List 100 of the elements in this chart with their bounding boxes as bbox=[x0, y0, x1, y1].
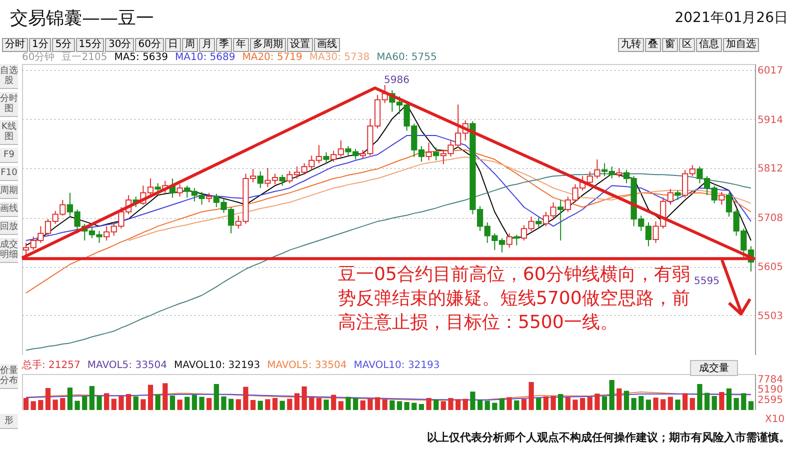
text: MAVOL5: 33504 bbox=[267, 360, 347, 371]
text: 区 bbox=[679, 38, 695, 52]
bar bbox=[609, 380, 614, 410]
text: 5分 bbox=[52, 38, 75, 52]
candlestick bbox=[154, 182, 161, 196]
annotation: 豆一05合约目前高位，60分钟线横向，有弱势反弹结束的嫌疑。短线5700做空思路，前高注意止损，目标位：5500一线。 bbox=[338, 263, 690, 335]
bar bbox=[543, 396, 548, 410]
bar bbox=[550, 396, 556, 410]
bar bbox=[748, 401, 754, 410]
bar bbox=[726, 388, 732, 410]
text: F9 bbox=[0, 148, 18, 163]
chart-subtitle: 2021年01月26日 bbox=[674, 9, 788, 27]
bar bbox=[184, 396, 190, 410]
bar bbox=[96, 396, 102, 410]
bar bbox=[258, 400, 263, 410]
bar bbox=[155, 394, 160, 410]
bar bbox=[236, 399, 241, 410]
text: 自选股 bbox=[0, 64, 18, 89]
text: 多周期 bbox=[250, 38, 286, 52]
text: 窗 bbox=[662, 38, 678, 52]
bar bbox=[434, 400, 439, 410]
bar bbox=[653, 398, 658, 410]
bar bbox=[382, 399, 388, 410]
text: 周 bbox=[182, 38, 198, 52]
chart-title: 交易锦囊——豆一 bbox=[10, 7, 154, 30]
bar bbox=[719, 392, 724, 410]
text: 画线 bbox=[0, 202, 18, 217]
text: 年 bbox=[232, 38, 249, 52]
text: MA20: 5719 bbox=[242, 52, 302, 63]
y-tick-label: 5914 bbox=[758, 114, 783, 126]
bar bbox=[660, 399, 666, 410]
text: 日 bbox=[164, 38, 181, 52]
text: 60分 bbox=[135, 38, 164, 52]
bar bbox=[426, 398, 432, 410]
bar bbox=[477, 400, 483, 410]
bar bbox=[104, 393, 110, 410]
text: 形 bbox=[0, 414, 18, 429]
text: MAVOL10: 32193 bbox=[354, 360, 440, 371]
bar bbox=[316, 398, 322, 410]
bar bbox=[331, 394, 336, 410]
text: 成交明细 bbox=[0, 238, 18, 263]
bar bbox=[682, 393, 688, 410]
bar bbox=[631, 398, 636, 410]
bar bbox=[412, 402, 417, 410]
bar bbox=[30, 401, 36, 410]
text: MA60: 5755 bbox=[376, 52, 437, 63]
bar bbox=[45, 388, 51, 410]
text: MA5: 5639 bbox=[114, 52, 168, 63]
bar bbox=[690, 398, 695, 410]
bar bbox=[338, 401, 344, 410]
candlestick bbox=[536, 217, 542, 228]
text: 九转 bbox=[618, 38, 644, 52]
text: K线图 bbox=[0, 120, 18, 145]
bar bbox=[594, 394, 600, 410]
bar bbox=[118, 396, 124, 410]
bar bbox=[602, 396, 608, 410]
bar bbox=[352, 398, 358, 410]
bar bbox=[418, 404, 424, 410]
bar bbox=[638, 396, 644, 410]
bar bbox=[52, 400, 58, 410]
text: 30分 bbox=[105, 38, 134, 52]
bar bbox=[558, 394, 564, 410]
candlestick bbox=[514, 234, 520, 246]
bar bbox=[646, 400, 652, 410]
text: 分时图 bbox=[0, 92, 18, 117]
text: 加自选 bbox=[723, 38, 759, 52]
bar bbox=[346, 396, 351, 410]
bar bbox=[228, 398, 234, 410]
text: 分时 bbox=[2, 38, 28, 52]
bar bbox=[221, 396, 226, 410]
bar bbox=[243, 386, 248, 410]
text: 周期 bbox=[0, 184, 18, 199]
bar bbox=[38, 400, 44, 410]
bar bbox=[514, 400, 520, 410]
annotation: 5595 bbox=[694, 276, 720, 287]
bar bbox=[572, 400, 578, 410]
text: 叠 bbox=[645, 38, 661, 52]
text: 回放 bbox=[0, 220, 18, 235]
y-tick-label: 5503 bbox=[758, 310, 783, 322]
bar bbox=[499, 398, 505, 410]
line-series bbox=[26, 392, 752, 401]
candlestick bbox=[718, 191, 725, 206]
bar bbox=[616, 388, 622, 410]
text: 信息 bbox=[696, 38, 722, 52]
bar bbox=[587, 396, 592, 410]
candlestick bbox=[506, 232, 512, 248]
bar bbox=[89, 386, 94, 410]
bar bbox=[396, 401, 402, 410]
bar bbox=[624, 390, 630, 410]
bar bbox=[133, 396, 138, 410]
candlestick bbox=[206, 192, 212, 203]
bar bbox=[294, 393, 300, 410]
bar bbox=[741, 393, 746, 410]
bar bbox=[448, 398, 454, 410]
y-tick-label: 7784 bbox=[758, 374, 783, 386]
bar bbox=[74, 400, 80, 410]
bar bbox=[492, 402, 498, 410]
bar bbox=[506, 397, 512, 410]
bar bbox=[23, 398, 29, 410]
bar bbox=[272, 398, 278, 410]
